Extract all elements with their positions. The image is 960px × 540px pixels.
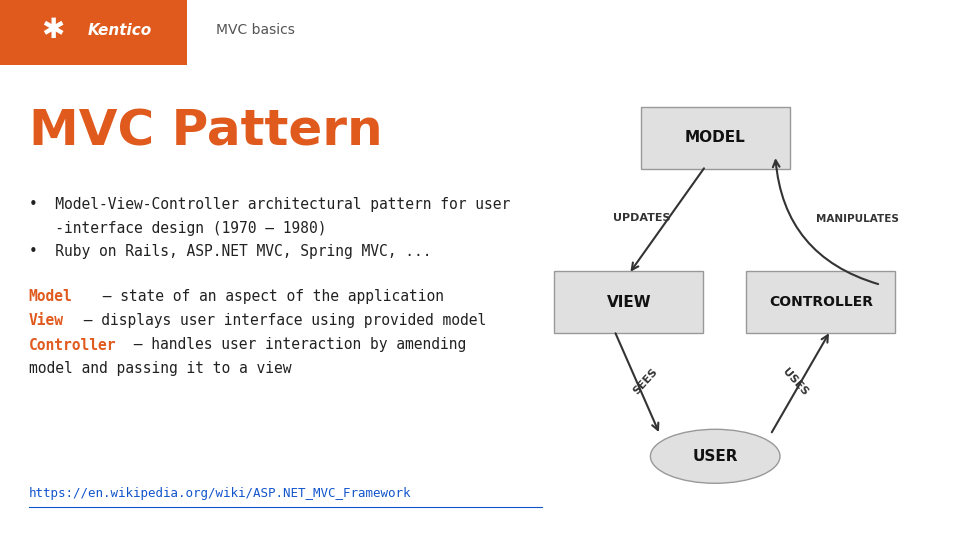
Text: UPDATES: UPDATES (612, 213, 670, 222)
Text: Model: Model (29, 289, 73, 304)
Text: – handles user interaction by amending: – handles user interaction by amending (125, 338, 466, 353)
Ellipse shape (651, 429, 780, 483)
FancyBboxPatch shape (747, 271, 895, 333)
FancyBboxPatch shape (555, 271, 703, 333)
Text: SEES: SEES (631, 367, 660, 397)
Text: Controller: Controller (29, 338, 116, 353)
Text: – displays user interface using provided model: – displays user interface using provided… (75, 313, 486, 328)
Text: •  Model-View-Controller architectural pattern for user: • Model-View-Controller architectural pa… (29, 197, 510, 212)
Text: Kentico: Kentico (88, 23, 152, 38)
Text: •  Ruby on Rails, ASP.NET MVC, Spring MVC, ...: • Ruby on Rails, ASP.NET MVC, Spring MVC… (29, 244, 431, 259)
Text: ✱: ✱ (41, 16, 64, 44)
Text: MODEL: MODEL (684, 130, 746, 145)
Text: MVC Pattern: MVC Pattern (29, 108, 382, 156)
Text: USER: USER (692, 449, 738, 464)
FancyBboxPatch shape (641, 106, 789, 168)
Text: – state of an aspect of the application: – state of an aspect of the application (94, 289, 444, 304)
FancyBboxPatch shape (0, 0, 187, 65)
Text: https://en.wikipedia.org/wiki/ASP.NET_MVC_Framework: https://en.wikipedia.org/wiki/ASP.NET_MV… (29, 487, 411, 500)
Text: View: View (29, 313, 63, 328)
Text: VIEW: VIEW (607, 295, 651, 310)
Text: model and passing it to a view: model and passing it to a view (29, 361, 291, 376)
Text: -interface design (1970 – 1980): -interface design (1970 – 1980) (29, 221, 326, 237)
Text: USES: USES (780, 366, 809, 397)
Text: MANIPULATES: MANIPULATES (816, 214, 899, 224)
Text: MVC basics: MVC basics (216, 23, 295, 37)
Text: CONTROLLER: CONTROLLER (769, 295, 873, 309)
